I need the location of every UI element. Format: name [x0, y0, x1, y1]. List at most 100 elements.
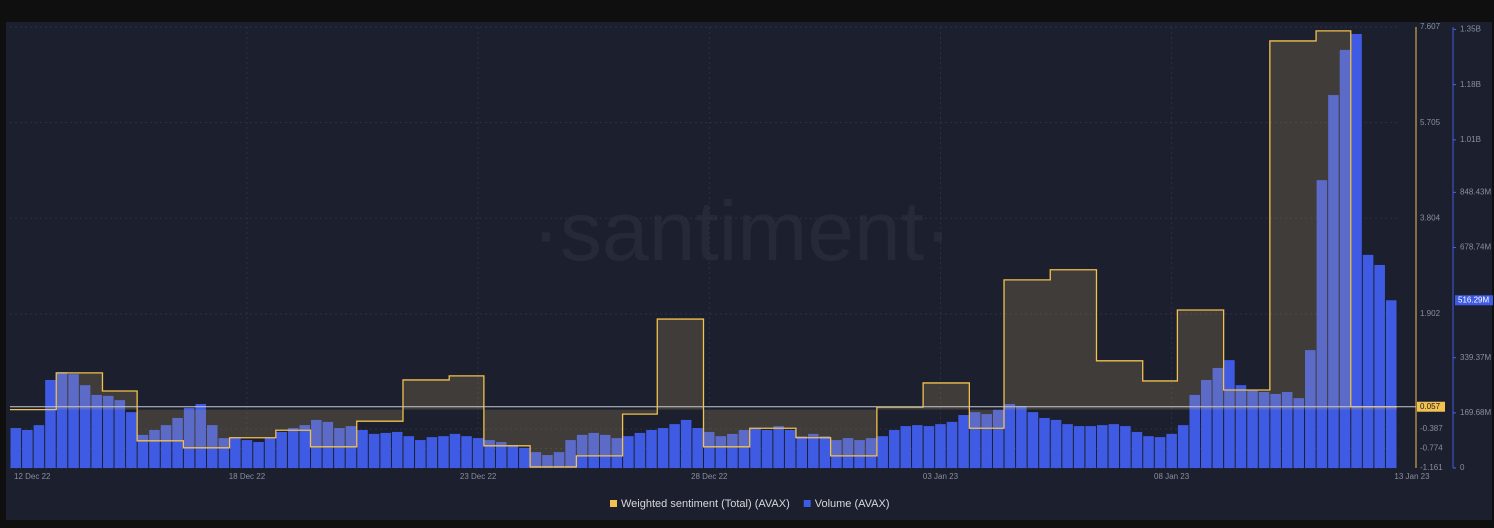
volume-bar — [56, 372, 68, 468]
volume-bar — [900, 426, 912, 468]
volume-bar — [969, 412, 981, 468]
volume-bar — [1293, 398, 1305, 468]
volume-bar — [704, 431, 715, 468]
volume-bar — [91, 394, 102, 468]
volume-bar — [854, 440, 865, 468]
last-value-label: 516.29M — [1458, 295, 1489, 304]
volume-bar — [380, 432, 391, 468]
y2-tick-label: 1.35B — [1460, 25, 1481, 34]
volume-bar — [1385, 300, 1397, 468]
volume-bar — [415, 440, 426, 468]
volume-bar — [68, 374, 79, 468]
volume-bar — [1166, 433, 1177, 468]
volume-bar — [472, 438, 484, 468]
volume-bar — [923, 426, 935, 468]
volume-bar — [334, 428, 345, 468]
volume-bar — [484, 440, 495, 468]
volume-bar — [253, 442, 264, 468]
sentiment-line — [10, 30, 1397, 468]
volume-bar — [715, 436, 727, 468]
volume-bar — [588, 432, 599, 468]
volume-bar — [1189, 394, 1201, 468]
volume-bar — [507, 444, 519, 468]
volume-bar — [599, 434, 611, 468]
volume-bar — [22, 429, 33, 468]
volume-bar — [114, 400, 126, 468]
volume-bar — [808, 433, 819, 468]
volume-bar — [149, 429, 160, 468]
volume-bar — [1305, 350, 1316, 468]
volume-bar — [230, 437, 241, 468]
volume-bar — [126, 412, 137, 468]
volume-bar — [1016, 405, 1027, 468]
volume-bar — [311, 419, 322, 468]
volume-bar — [1316, 180, 1328, 468]
volume-bar — [79, 385, 91, 468]
volume-bar — [1212, 367, 1224, 468]
volume-bar — [738, 429, 750, 468]
volume-bar — [750, 428, 761, 468]
volume-bar — [611, 438, 623, 468]
volume-bar — [1120, 426, 1131, 468]
volume-bar — [623, 436, 634, 468]
x-tick-label: 12 Dec 22 — [14, 472, 51, 481]
volume-bar — [1247, 390, 1258, 468]
volume-bar — [1062, 424, 1073, 468]
volume-bar — [530, 452, 542, 468]
volume-bar — [784, 429, 796, 468]
volume-bar — [761, 429, 773, 468]
volume-bar — [137, 434, 149, 468]
volume-bar — [45, 379, 56, 468]
volume-bar — [322, 421, 334, 468]
y2-tick-label: 1.18B — [1460, 80, 1481, 89]
volume-bar — [299, 425, 311, 468]
volume-bar — [218, 438, 230, 468]
volume-bar — [680, 419, 692, 468]
legend-swatch — [610, 500, 617, 507]
volume-bar — [576, 434, 588, 468]
volume-bar — [1270, 393, 1281, 468]
volume-bar — [1108, 424, 1120, 468]
x-tick-label: 18 Dec 22 — [229, 472, 266, 481]
y2-tick-label: 169.68M — [1460, 408, 1491, 417]
volume-bar — [172, 417, 183, 468]
y-tick-label: 5.705 — [1420, 118, 1441, 127]
volume-bar — [796, 436, 808, 468]
y-tick-label: 1.902 — [1420, 309, 1441, 318]
volume-bar — [102, 395, 114, 468]
volume-bar — [357, 429, 368, 468]
volume-bar — [10, 428, 22, 468]
volume-bar — [992, 409, 1004, 468]
sentiment-area — [10, 30, 1397, 467]
volume-bar — [819, 436, 831, 468]
y2-tick-label: 848.43M — [1460, 187, 1491, 196]
volume-bar — [935, 424, 946, 468]
volume-bar — [669, 424, 680, 468]
last-value-label: 0.057 — [1420, 402, 1441, 411]
volume-bar — [1224, 360, 1235, 468]
volume-bar — [946, 421, 958, 468]
volume-bar — [877, 436, 888, 468]
last-value-box — [1455, 295, 1493, 306]
y2-tick-label: 678.74M — [1460, 243, 1491, 252]
y-tick-label: 3.804 — [1420, 213, 1441, 222]
y-tick-label: 7.607 — [1420, 22, 1441, 31]
volume-bar — [1328, 95, 1339, 468]
legend: Weighted sentiment (Total) (AVAX) Volume … — [610, 498, 890, 510]
volume-bar — [981, 414, 992, 468]
x-tick-label: 03 Jan 23 — [923, 472, 959, 481]
volume-bar — [634, 432, 646, 468]
y-tick-label: -1.161 — [1420, 463, 1443, 472]
volume-bar — [657, 428, 669, 468]
volume-bar — [773, 426, 784, 468]
volume-bar — [1351, 33, 1362, 469]
volume-bar — [692, 428, 703, 468]
volume-bar — [912, 425, 923, 468]
legend-label: Weighted sentiment (Total) (AVAX) — [621, 498, 790, 510]
volume-bar — [1085, 426, 1096, 468]
volume-bar — [195, 403, 206, 468]
volume-bar — [276, 431, 287, 468]
y-tick-label: -0.387 — [1420, 424, 1443, 433]
volume-bar — [1281, 391, 1293, 468]
